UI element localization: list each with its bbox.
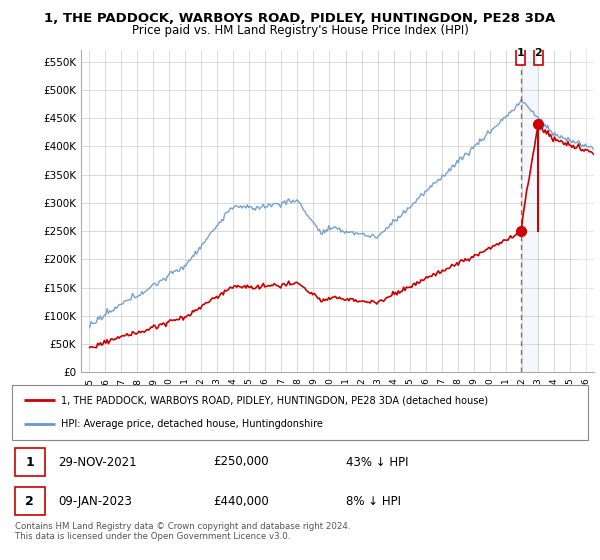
Text: 1, THE PADDOCK, WARBOYS ROAD, PIDLEY, HUNTINGDON, PE28 3DA (detached house): 1, THE PADDOCK, WARBOYS ROAD, PIDLEY, HU…	[61, 395, 488, 405]
Text: HPI: Average price, detached house, Huntingdonshire: HPI: Average price, detached house, Hunt…	[61, 419, 323, 429]
Text: £440,000: £440,000	[214, 494, 269, 508]
Bar	[521, 50, 538, 372]
FancyBboxPatch shape	[534, 42, 543, 64]
Text: 1: 1	[517, 48, 524, 58]
Text: 8% ↓ HPI: 8% ↓ HPI	[346, 494, 401, 508]
Text: 43% ↓ HPI: 43% ↓ HPI	[346, 455, 409, 469]
Text: Contains HM Land Registry data © Crown copyright and database right 2024.
This d: Contains HM Land Registry data © Crown c…	[15, 522, 350, 542]
Text: 09-JAN-2023: 09-JAN-2023	[58, 494, 132, 508]
Bar	[578, 50, 600, 372]
FancyBboxPatch shape	[12, 385, 588, 440]
Text: 1: 1	[25, 455, 34, 469]
Text: 29-NOV-2021: 29-NOV-2021	[58, 455, 137, 469]
Text: 1, THE PADDOCK, WARBOYS ROAD, PIDLEY, HUNTINGDON, PE28 3DA: 1, THE PADDOCK, WARBOYS ROAD, PIDLEY, HU…	[44, 12, 556, 25]
Text: Price paid vs. HM Land Registry's House Price Index (HPI): Price paid vs. HM Land Registry's House …	[131, 24, 469, 36]
FancyBboxPatch shape	[15, 448, 45, 476]
FancyBboxPatch shape	[15, 487, 45, 515]
Text: 2: 2	[535, 48, 542, 58]
Text: £250,000: £250,000	[214, 455, 269, 469]
FancyBboxPatch shape	[516, 42, 525, 64]
Text: 2: 2	[25, 494, 34, 508]
